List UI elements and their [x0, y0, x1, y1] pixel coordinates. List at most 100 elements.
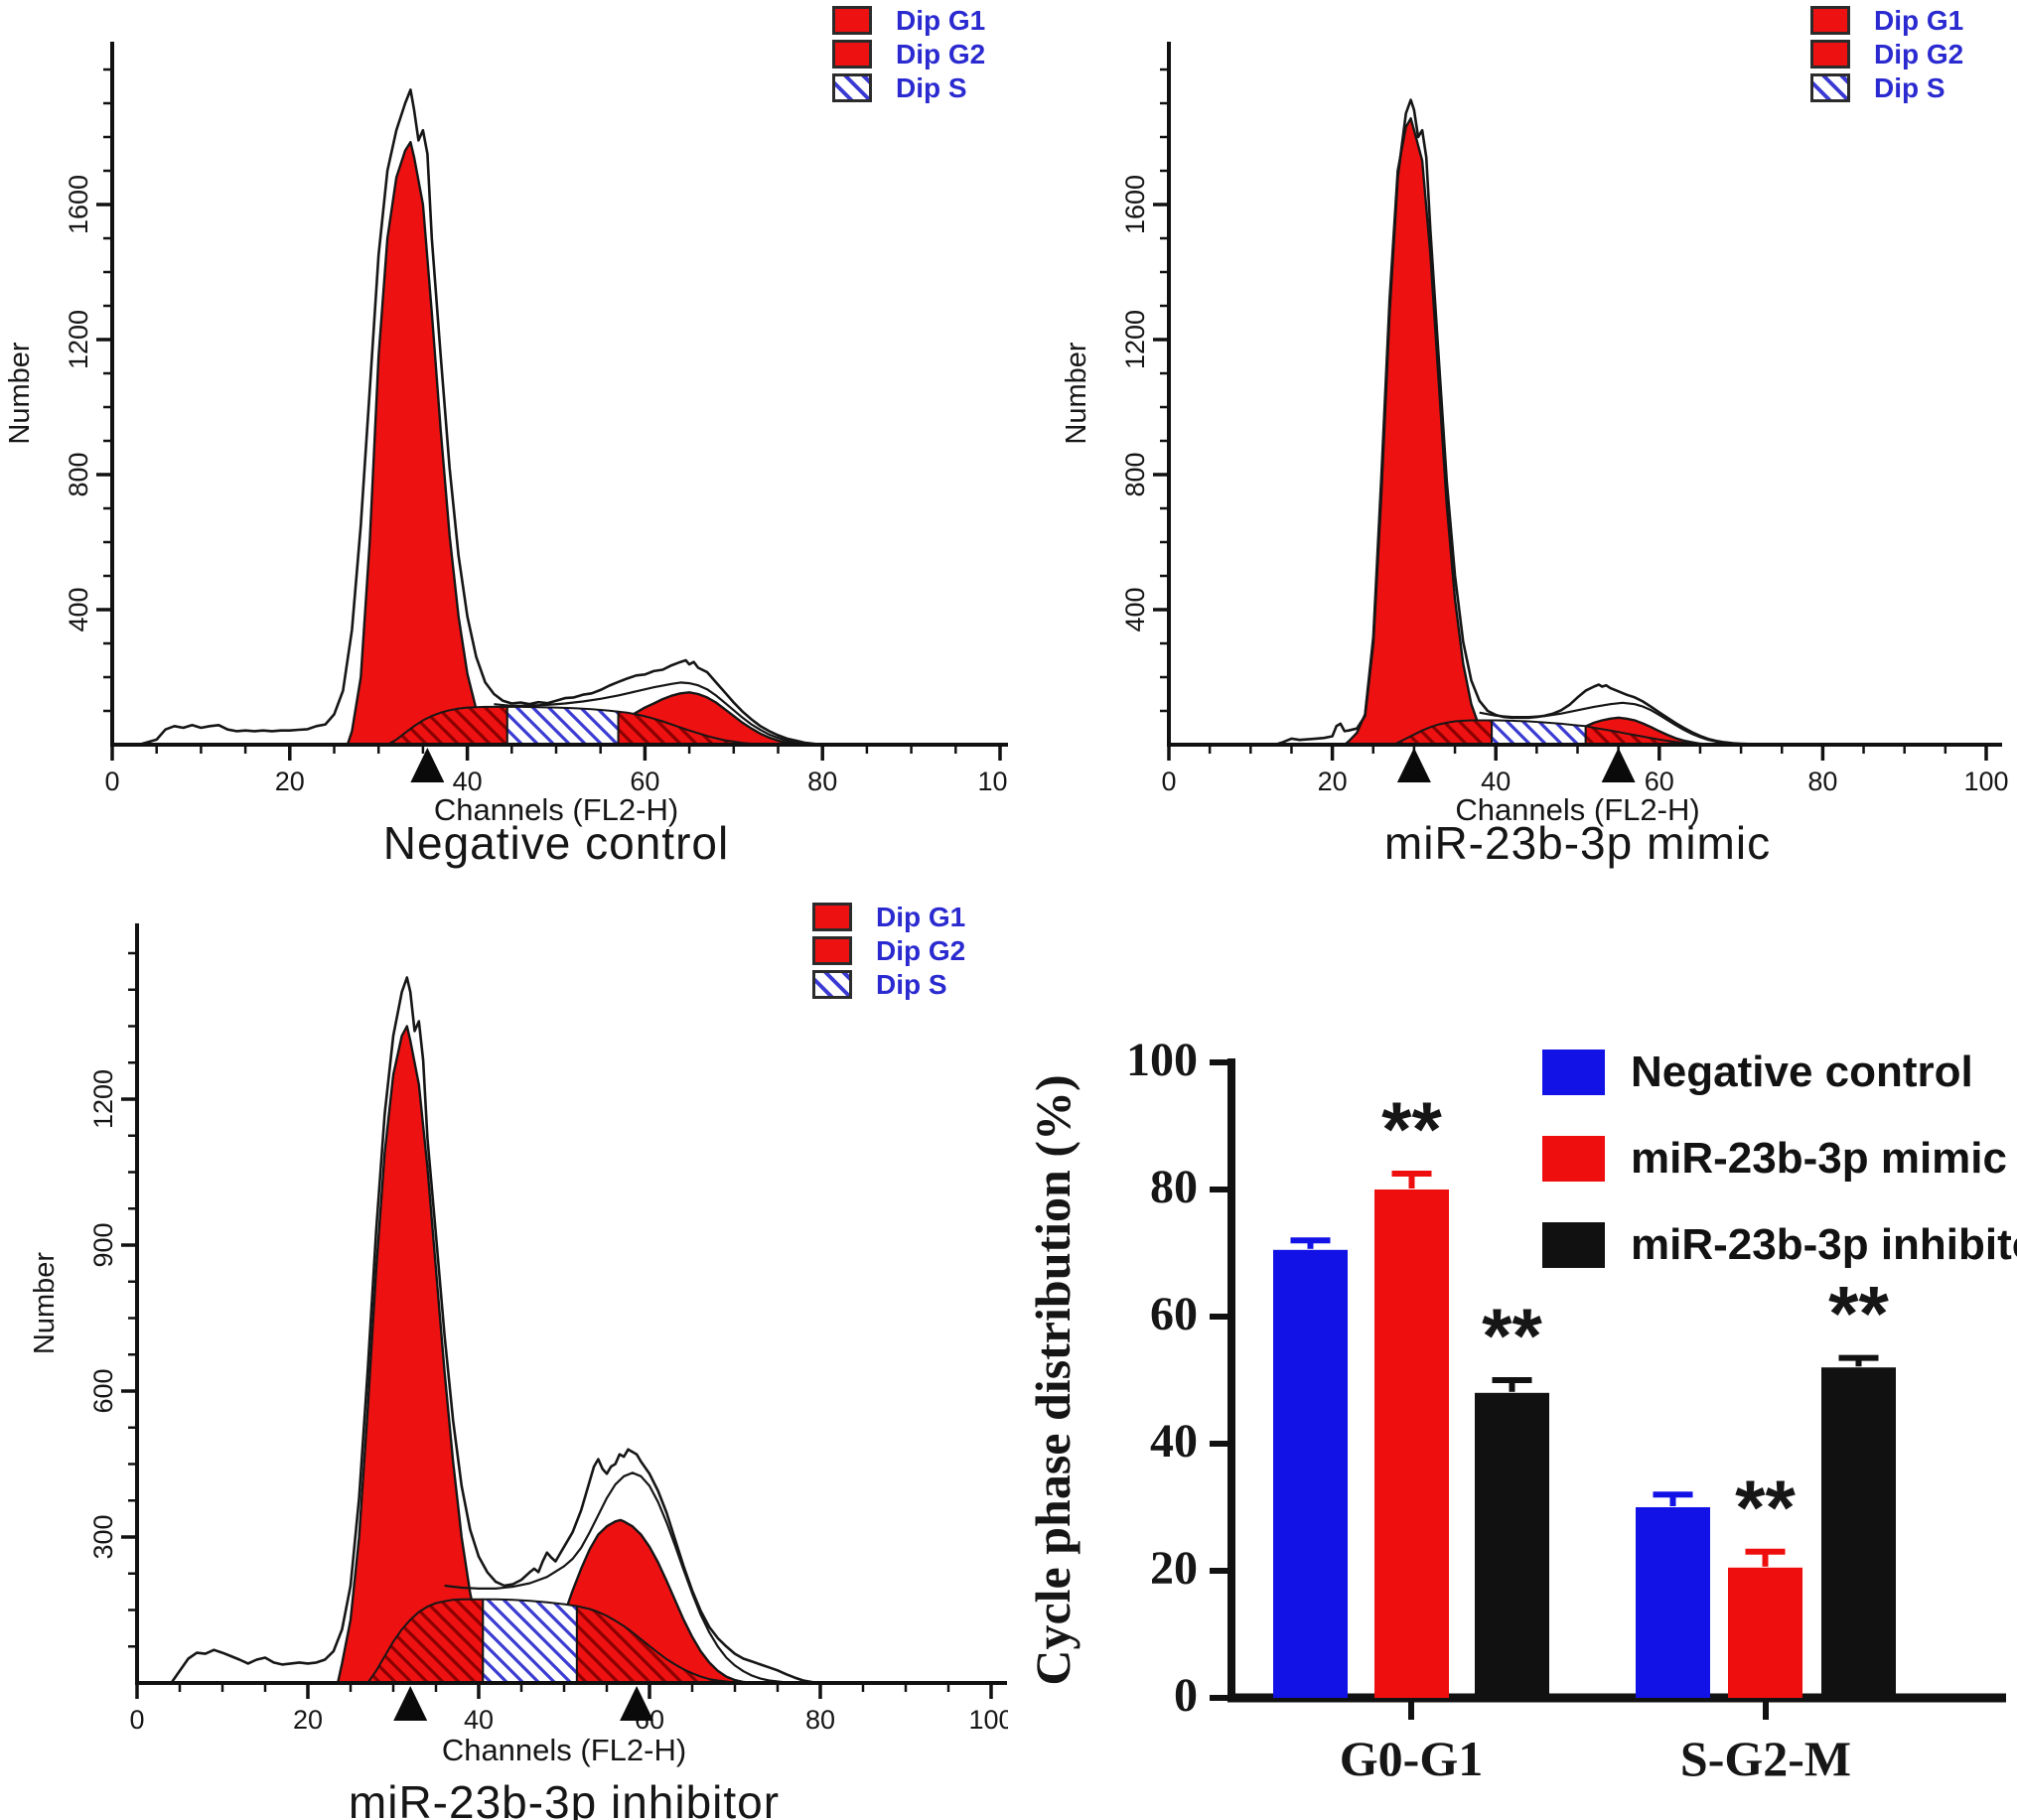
histogram-panel-mimic: 0 20 40 60 80 100 400 800 1200 1600 Channels (FL2-…	[1008, 0, 2017, 874]
legend-label: Dip G2	[876, 934, 966, 966]
svg-text:20: 20	[1318, 767, 1348, 796]
axes: 0 20 40 60 80 100 400 800 1200 1600 Channels (FL2-…	[4, 42, 1008, 827]
raw-data-envelope	[138, 88, 823, 747]
svg-text:60: 60	[1645, 767, 1674, 796]
cycle-phase-bar-chart: 0 20 40 60 80 100 Cycle phase distribution (%)…	[1025, 1034, 2006, 1786]
flow-histogram-negative-control: 0 20 40 60 80 100 400 800 1200 1600 Channels (FL2-…	[4, 42, 1008, 827]
fit-curve	[494, 681, 814, 747]
g1-peak-fill	[336, 1025, 510, 1685]
g1-peak-fill	[346, 140, 503, 747]
legend-item-dip-s: Dip S	[832, 72, 985, 103]
svg-text:80: 80	[1807, 767, 1837, 796]
plot-area	[138, 88, 823, 747]
legend-label: Dip S	[876, 968, 947, 1000]
svg-text:20: 20	[293, 1705, 323, 1735]
panel-title: miR-23b-3p mimic	[1383, 817, 1772, 869]
svg-text:100: 100	[1963, 767, 2008, 796]
svg-text:600: 600	[88, 1368, 118, 1413]
legend-label: Dip G2	[896, 38, 986, 70]
legend-item-mimic: miR-23b-3p mimic	[1542, 1133, 2017, 1183]
svg-text:1200: 1200	[1120, 310, 1150, 369]
svg-text:0: 0	[1174, 1669, 1198, 1722]
peak-marker-triangle-icon	[410, 748, 445, 782]
g1-peak-fill	[1343, 117, 1502, 747]
bar-S-G2-M-miR-23b-3p inhibitor	[1821, 1367, 1896, 1698]
svg-text:0: 0	[104, 767, 119, 796]
flow-histogram-mimic: 0 20 40 60 80 100 400 800 1200 1600 Channels (FL2-…	[1061, 42, 2009, 827]
peak-marker-triangle-icon	[1601, 748, 1636, 782]
legend-label: miR-23b-3p inhibitor	[1631, 1219, 2017, 1269]
s-phase-left-hatch	[386, 705, 508, 746]
legend-item-dip-g2: Dip G2	[812, 935, 965, 966]
svg-text:300: 300	[88, 1514, 118, 1559]
y-axis-label: Number	[29, 1252, 61, 1354]
legend-item-dip-s: Dip S	[812, 969, 965, 1000]
svg-text:60: 60	[630, 767, 659, 796]
axes: 0 20 40 60 80 100 Cycle phase distribution (%)	[1025, 1034, 2006, 1722]
significance-stars: **	[1482, 1292, 1542, 1379]
legend-label: Dip G1	[1874, 4, 1964, 36]
svg-text:100: 100	[977, 767, 1008, 796]
svg-text:400: 400	[64, 587, 93, 631]
bar-G0-G1-miR-23b-3p inhibitor	[1475, 1392, 1549, 1698]
y-axis-label: Cycle phase distribution (%)	[1025, 1074, 1081, 1685]
svg-text:20: 20	[275, 767, 305, 796]
s-phase-blue-hatch	[1491, 719, 1587, 746]
x-axis-label: Channels (FL2-H)	[442, 1733, 686, 1767]
legend-item-dip-g1: Dip G1	[1810, 5, 1963, 36]
legend-swatch-red-icon	[1810, 40, 1850, 69]
legend-item-dip-s: Dip S	[1810, 72, 1963, 103]
plot-area	[170, 976, 821, 1685]
svg-text:40: 40	[1481, 767, 1511, 796]
svg-text:800: 800	[64, 452, 93, 496]
legend-swatch-red-icon	[1810, 6, 1850, 35]
dip-legend: Dip G1 Dip G2 Dip S	[812, 902, 965, 1000]
x-axis-label: Channels (FL2-H)	[434, 792, 678, 827]
category-label: G0-G1	[1340, 1731, 1483, 1786]
y-axis-label: Number	[1061, 342, 1092, 444]
legend-label: miR-23b-3p mimic	[1631, 1133, 2007, 1183]
svg-text:1600: 1600	[64, 175, 93, 234]
bar-G0-G1-miR-23b-3p mimic	[1374, 1190, 1449, 1698]
legend-swatch-hatch-icon	[812, 970, 852, 999]
s-phase-left-hatch	[1392, 719, 1494, 746]
x-axis-label: Channels (FL2-H)	[1455, 792, 1699, 827]
legend-swatch-red-icon	[1542, 1135, 1605, 1182]
svg-text:40: 40	[453, 767, 483, 796]
legend-label: Dip G1	[876, 901, 966, 932]
svg-text:20: 20	[1150, 1542, 1198, 1595]
legend-label: Dip G2	[1874, 38, 1964, 70]
legend-label: Negative control	[1631, 1047, 1973, 1096]
svg-text:100: 100	[968, 1705, 1008, 1735]
svg-text:80: 80	[805, 1705, 835, 1735]
svg-text:60: 60	[1150, 1288, 1198, 1340]
axes: 0204060801003006009001200Channels (FL2-H…	[29, 923, 1008, 1767]
legend-swatch-red-icon	[832, 40, 872, 69]
peak-marker-triangle-icon	[620, 1686, 654, 1721]
peak-marker-triangle-icon	[1396, 748, 1431, 782]
legend-swatch-red-icon	[812, 936, 852, 965]
s-phase-blue-hatch	[482, 1598, 578, 1684]
y-axis-label: Number	[4, 342, 36, 444]
fit-curve	[444, 1471, 795, 1685]
legend-label: Dip G1	[896, 4, 986, 36]
s-phase-left-hatch	[366, 1598, 485, 1684]
raw-data-envelope	[170, 976, 821, 1685]
plot-area	[1274, 98, 1775, 747]
svg-text:100: 100	[1126, 1034, 1198, 1086]
bar-G0-G1-Negative control	[1273, 1249, 1348, 1698]
bar-chart-legend: Negative control miR-23b-3p mimic miR-23…	[1542, 1047, 2017, 1269]
significance-stars: **	[1828, 1270, 1889, 1357]
legend-item-dip-g1: Dip G1	[832, 5, 985, 36]
svg-text:40: 40	[1150, 1415, 1198, 1468]
raw-data-envelope	[1274, 98, 1775, 747]
legend-item-dip-g2: Dip G2	[1810, 39, 1963, 70]
legend-label: Dip S	[896, 71, 967, 103]
s-phase-blue-hatch	[505, 705, 620, 746]
svg-text:900: 900	[88, 1222, 118, 1267]
svg-text:400: 400	[1120, 587, 1150, 631]
dip-legend: Dip G1 Dip G2 Dip S	[832, 5, 985, 103]
svg-text:1600: 1600	[1120, 175, 1150, 234]
legend-swatch-blue-icon	[1542, 1049, 1605, 1095]
